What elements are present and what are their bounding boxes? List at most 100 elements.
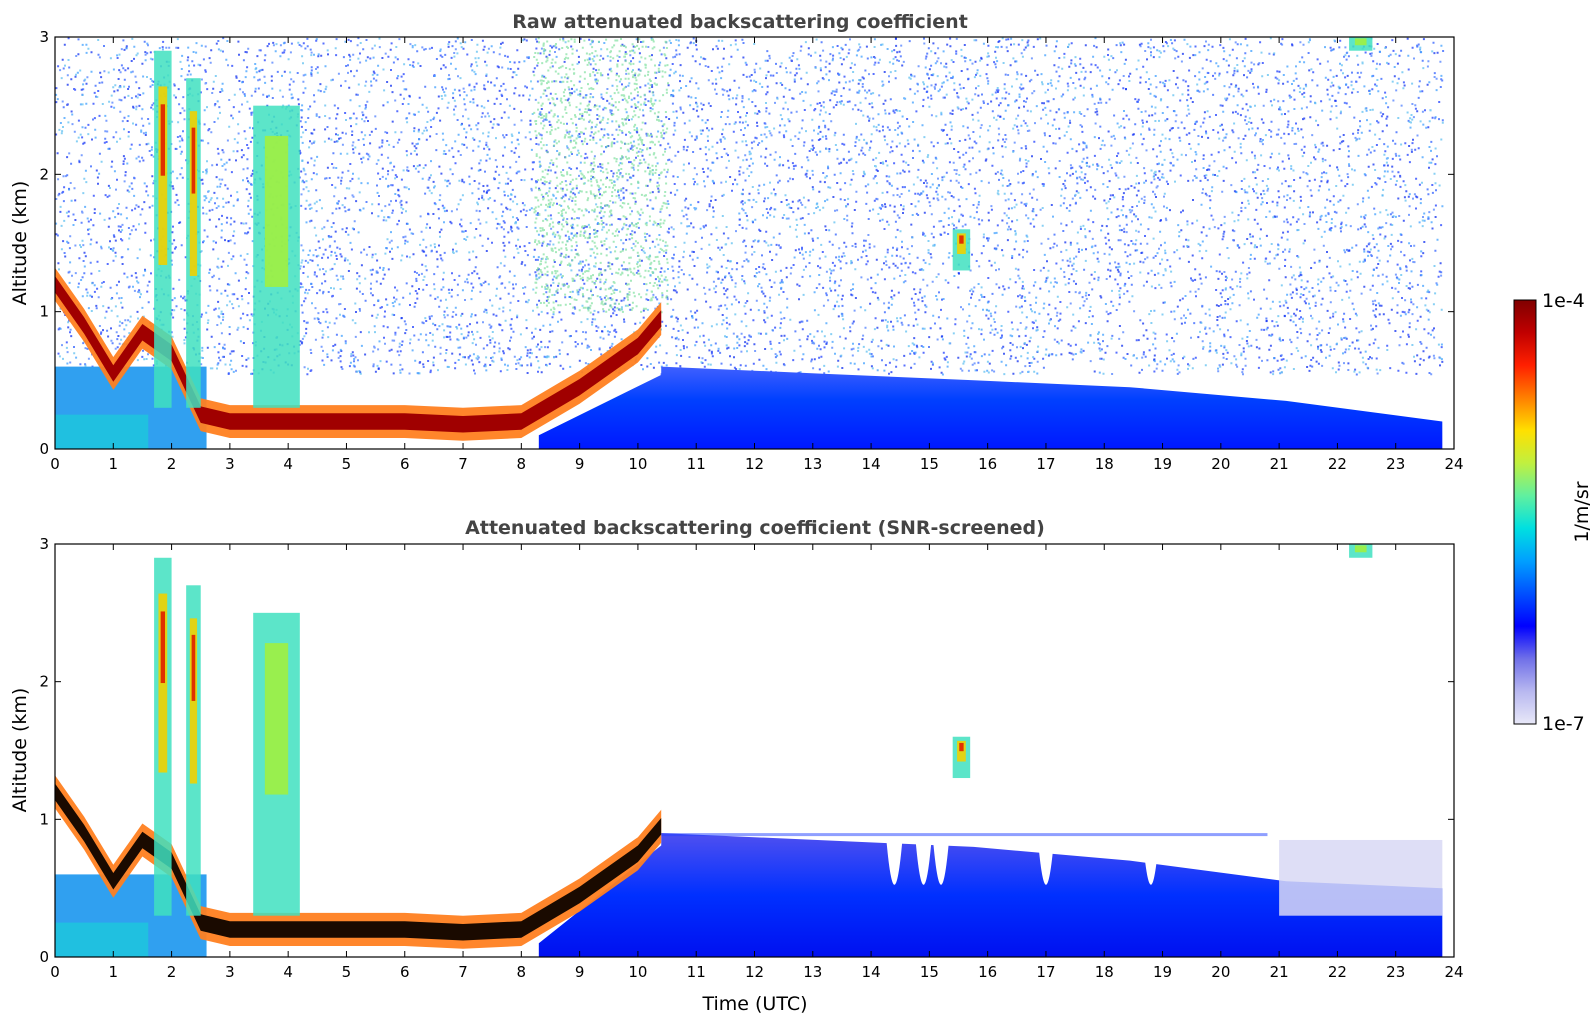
cloud-core	[1354, 38, 1367, 46]
panel-raw-x-ticks: 0 1 2 3 4 5 6 7 8 9 10 11 12 13 14 15 16 17 18 19 20 21 22 23 24	[50, 37, 1464, 473]
x-tick-label: 8	[517, 963, 527, 981]
x-tick-label: 12	[745, 963, 764, 981]
x-tick-label: 14	[862, 963, 881, 981]
aerosol-layer-near-ground	[55, 414, 149, 449]
cloud-core	[264, 643, 289, 795]
panel-screened-y-ticks: 0 1 2 3	[39, 535, 1454, 966]
y-tick-label: 1	[39, 810, 49, 828]
y-tick-label: 2	[39, 673, 49, 691]
panel-screened-xlabel: Time (UTC)	[701, 993, 807, 1015]
x-tick-label: 9	[575, 963, 585, 981]
x-tick-label: 17	[1036, 963, 1055, 981]
cloud-core	[264, 135, 289, 287]
noise-speckle-high	[533, 37, 669, 314]
x-tick-label: 5	[342, 455, 352, 473]
x-tick-label: 18	[1095, 963, 1114, 981]
panel-screened-x-ticks: 0 1 2 3 4 5 6 7 8 9 10 11 12 13 14 15 16 17 18 19 20 21 22 23 24	[50, 544, 1464, 981]
y-tick-label: 2	[39, 165, 49, 183]
screened-gap	[886, 839, 903, 885]
x-tick-label: 20	[1211, 455, 1230, 473]
screened-gap	[1037, 839, 1054, 885]
panel-raw-y-ticks: 0 1 2 3	[39, 28, 1454, 458]
x-tick-label: 2	[167, 455, 177, 473]
x-tick-label: 16	[978, 455, 997, 473]
noise-speckle	[55, 37, 1443, 376]
boundary-layer-outer	[55, 775, 662, 949]
y-tick-label: 1	[39, 303, 49, 321]
aerosol-layer	[538, 833, 1443, 957]
x-tick-label: 4	[283, 455, 293, 473]
x-tick-label: 17	[1036, 455, 1055, 473]
screened-gap	[933, 839, 950, 885]
x-tick-label: 23	[1386, 963, 1405, 981]
x-tick-label: 0	[50, 455, 60, 473]
x-tick-label: 9	[575, 455, 585, 473]
x-tick-label: 21	[1270, 455, 1289, 473]
x-tick-label: 1	[109, 455, 119, 473]
x-tick-label: 15	[920, 455, 939, 473]
cloud-core	[1354, 545, 1367, 553]
x-tick-label: 21	[1270, 963, 1289, 981]
aerosol-layer	[538, 366, 1443, 449]
x-tick-label: 23	[1386, 455, 1405, 473]
colorbar-unit-label: 1/m/sr	[1571, 481, 1593, 542]
x-tick-label: 13	[803, 455, 822, 473]
cloud-peak	[959, 742, 964, 752]
panel-screened-plot	[55, 544, 1443, 957]
x-tick-label: 24	[1444, 963, 1463, 981]
x-tick-label: 15	[920, 963, 939, 981]
cloud-peak	[959, 235, 964, 244]
cloud-peak	[160, 104, 166, 176]
panel-raw-title: Raw attenuated backscattering coefficien…	[512, 11, 968, 33]
x-tick-label: 8	[517, 455, 527, 473]
x-tick-label: 22	[1328, 963, 1347, 981]
panel-screened-ylabel: Altitude (km)	[9, 688, 31, 813]
x-tick-label: 10	[628, 963, 647, 981]
cloud-core	[189, 111, 198, 276]
x-tick-label: 13	[803, 963, 822, 981]
cloud-peak	[191, 127, 196, 194]
x-tick-label: 5	[342, 963, 352, 981]
screened-gap	[915, 839, 932, 885]
colorbar: 1e-4 1e-7 1/m/sr	[1513, 290, 1593, 735]
x-tick-label: 19	[1153, 963, 1172, 981]
x-tick-label: 22	[1328, 455, 1347, 473]
y-tick-label: 3	[39, 28, 49, 46]
panel-raw-ylabel: Altitude (km)	[9, 181, 31, 306]
x-tick-label: 19	[1153, 455, 1172, 473]
x-tick-label: 3	[225, 455, 235, 473]
x-tick-label: 10	[628, 455, 647, 473]
aerosol-layer-near-ground	[55, 922, 149, 957]
x-tick-label: 7	[458, 963, 468, 981]
x-tick-label: 2	[167, 963, 177, 981]
panel-screened-title: Attenuated backscattering coefficient (S…	[465, 517, 1045, 539]
x-tick-label: 14	[862, 455, 881, 473]
x-tick-label: 16	[978, 963, 997, 981]
x-tick-label: 1	[109, 963, 119, 981]
x-tick-label: 6	[400, 963, 410, 981]
x-tick-label: 12	[745, 455, 764, 473]
x-tick-label: 18	[1095, 455, 1114, 473]
pale-region	[1279, 839, 1443, 916]
boundary-layer-outer	[55, 267, 662, 441]
colorbar-max-label: 1e-4	[1542, 290, 1585, 312]
x-tick-label: 3	[225, 963, 235, 981]
screened-gap	[1142, 839, 1159, 885]
cloud-peak	[191, 634, 196, 701]
panel-raw-plot	[55, 37, 1445, 449]
x-tick-label: 0	[50, 963, 60, 981]
y-tick-label: 0	[39, 440, 49, 458]
x-tick-label: 6	[400, 455, 410, 473]
y-tick-label: 3	[39, 535, 49, 553]
x-tick-label: 4	[283, 963, 293, 981]
cloud-core	[189, 618, 198, 784]
x-tick-label: 24	[1444, 455, 1463, 473]
colorbar-min-label: 1e-7	[1542, 713, 1585, 735]
y-tick-label: 0	[39, 948, 49, 966]
colorbar-scale	[1513, 299, 1537, 725]
x-tick-label: 7	[458, 455, 468, 473]
x-tick-label: 11	[687, 455, 706, 473]
x-tick-label: 20	[1211, 963, 1230, 981]
layer-edge	[661, 833, 1268, 837]
